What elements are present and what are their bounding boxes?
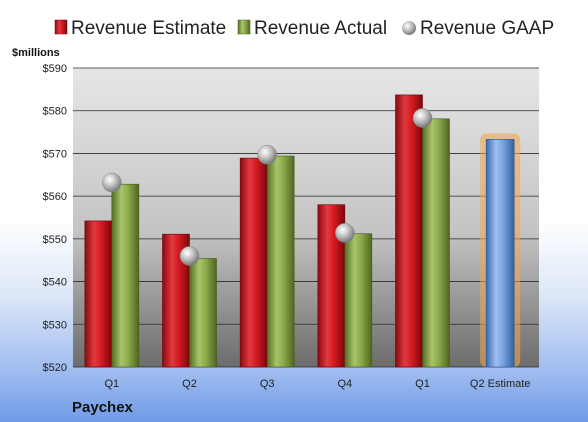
- x-tick-label: Q2: [182, 378, 197, 390]
- bar-q2-estimate[interactable]: [485, 139, 515, 368]
- marker-revenue-gaap[interactable]: [412, 108, 433, 128]
- y-tick-label: $560: [43, 191, 67, 203]
- bar-revenue-estimate[interactable]: [239, 157, 268, 368]
- bar-revenue-actual[interactable]: [189, 258, 217, 368]
- bar-revenue-actual[interactable]: [111, 183, 140, 368]
- y-tick-label: $520: [43, 362, 67, 374]
- marker-revenue-gaap[interactable]: [335, 223, 355, 243]
- y-tick-label: $530: [43, 319, 67, 331]
- company-name: Paychex: [72, 399, 134, 416]
- legend-label-estimate: Revenue Estimate: [71, 18, 226, 39]
- y-tick-label: $580: [43, 106, 67, 118]
- gaap-markers: [102, 108, 433, 266]
- y-tick-label: $570: [43, 148, 67, 160]
- bar-revenue-actual[interactable]: [266, 155, 295, 368]
- bar-revenue-actual[interactable]: [344, 233, 373, 368]
- gridlines: [73, 67, 539, 368]
- legend-item-revenue-gaap[interactable]: Revenue GAAP: [402, 18, 554, 39]
- bars: [84, 94, 521, 368]
- x-tick-label: Q4: [337, 378, 352, 390]
- marker-revenue-gaap[interactable]: [257, 144, 277, 165]
- legend-swatch-actual: [237, 19, 251, 35]
- y-tick-label: $540: [43, 277, 67, 289]
- legend-item-revenue-estimate[interactable]: Revenue Estimate: [54, 18, 226, 39]
- bar-revenue-actual[interactable]: [422, 118, 450, 368]
- legend: Revenue Estimate Revenue Actual Revenue …: [54, 18, 554, 39]
- marker-revenue-gaap[interactable]: [179, 246, 200, 266]
- y-axis-ticks: $520 $530 $540 $550 $560 $570 $580 $590: [43, 63, 67, 374]
- legend-label-actual: Revenue Actual: [254, 18, 387, 39]
- x-tick-label: Q2 Estimate: [470, 378, 531, 390]
- y-tick-label: $590: [43, 63, 67, 75]
- x-tick-label: Q3: [260, 378, 275, 390]
- legend-swatch-estimate: [54, 19, 68, 35]
- x-tick-label: Q1: [104, 378, 119, 390]
- y-tick-label: $550: [43, 234, 67, 246]
- legend-label-gaap: Revenue GAAP: [420, 18, 554, 39]
- marker-revenue-gaap[interactable]: [102, 172, 122, 193]
- bar-revenue-estimate[interactable]: [84, 220, 113, 368]
- plot-area: [73, 68, 539, 367]
- x-axis-ticks: Q1 Q2 Q3 Q4 Q1 Q2 Estimate: [104, 378, 530, 390]
- x-tick-label: Q1: [415, 378, 430, 390]
- bar-revenue-estimate[interactable]: [395, 94, 423, 368]
- legend-swatch-gaap: [402, 21, 416, 35]
- legend-item-revenue-actual[interactable]: Revenue Actual: [237, 18, 387, 39]
- y-axis-unit-label: $millions: [12, 47, 60, 59]
